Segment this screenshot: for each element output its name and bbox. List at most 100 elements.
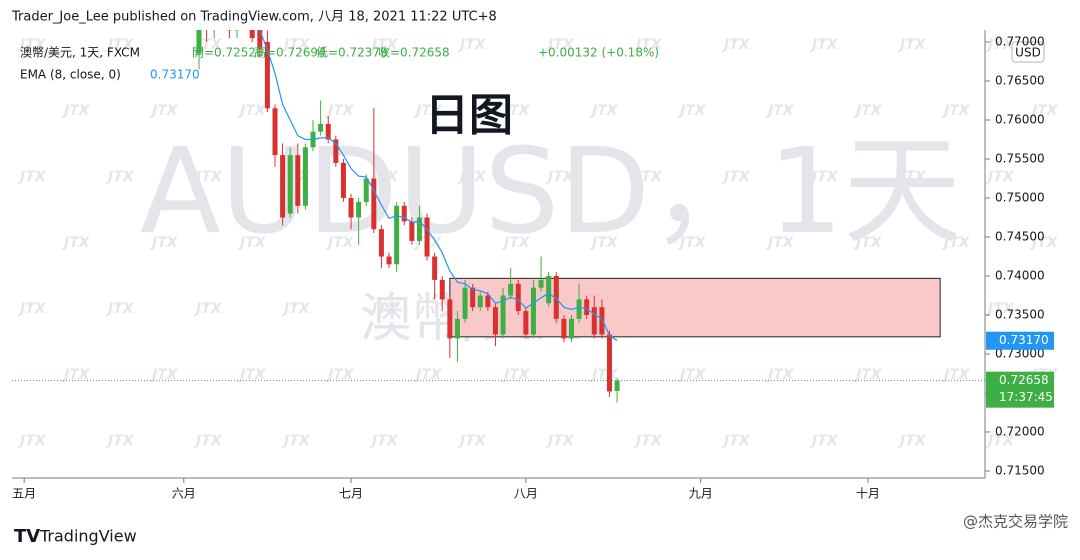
candle-body — [363, 178, 369, 202]
logo-watermark: JTX — [941, 235, 971, 251]
logo-watermark: JTX — [677, 367, 707, 383]
logo-watermark: JTX — [149, 235, 179, 251]
logo-watermark: JTX — [809, 433, 839, 449]
x-tick-label: 六月 — [172, 487, 196, 501]
candle-body — [500, 295, 506, 335]
credit: @杰克交易学院 — [963, 513, 1068, 531]
candle-body — [492, 307, 498, 335]
candle-body — [515, 283, 521, 312]
candle-body — [287, 155, 293, 214]
candle-body — [568, 318, 574, 339]
logo-watermark: JTX — [1029, 103, 1059, 119]
candle-body — [378, 229, 384, 257]
logo-watermark: JTX — [721, 37, 751, 53]
logo-watermark: JTX — [985, 37, 1015, 53]
x-tick-label: 八月 — [514, 487, 538, 501]
candle-body — [302, 147, 308, 206]
candle-body — [371, 178, 377, 230]
logo-watermark: JTX — [369, 433, 399, 449]
logo-watermark: JTX — [237, 103, 267, 119]
logo-watermark: JTX — [633, 37, 663, 53]
candle-body — [295, 155, 301, 206]
candle-body — [340, 162, 346, 198]
logo-watermark: JTX — [677, 235, 707, 251]
candle-body — [530, 287, 536, 335]
logo-watermark: JTX — [501, 235, 531, 251]
logo-watermark: JTX — [105, 37, 135, 53]
logo-watermark: JTX — [105, 301, 135, 317]
logo-watermark: JTX — [369, 169, 399, 185]
candle-body — [508, 283, 514, 296]
candle-body — [409, 221, 415, 241]
candle-body — [386, 256, 392, 265]
candle-body — [264, 42, 270, 109]
candle-body — [462, 287, 468, 319]
logo-watermark: JTX — [809, 169, 839, 185]
x-tick-label: 七月 — [339, 487, 363, 501]
y-tick-label: 0.72000 — [995, 424, 1045, 438]
logo-watermark: JTX — [17, 301, 47, 317]
logo-watermark: JTX — [149, 367, 179, 383]
close-tag-label: 0.72658 — [999, 373, 1049, 387]
currency: USD — [1015, 46, 1041, 60]
candle-body — [424, 217, 430, 257]
legend-ema-value: 0.73170 — [150, 68, 200, 82]
logo-watermark: JTX — [985, 433, 1015, 449]
y-tick-label: 0.74500 — [995, 229, 1045, 243]
logo-watermark: JTX — [61, 367, 91, 383]
candle-body — [523, 311, 529, 335]
legend-ohlc: 低=0.72379 — [316, 46, 388, 60]
candle-body — [226, 30, 232, 31]
candle-body — [257, 30, 263, 50]
logo-watermark: JTX — [633, 433, 663, 449]
x-tick-label: 十月 — [856, 487, 880, 501]
logo-watermark: JTX — [985, 169, 1015, 185]
logo-watermark: JTX — [17, 169, 47, 185]
legend-ohlc: 收=0.72658 — [378, 46, 450, 60]
y-tick-label: 0.76500 — [995, 74, 1045, 88]
candle-body — [470, 287, 476, 308]
legend-symbol: 澳幣/美元, 1天, FXCM — [20, 46, 140, 60]
logo-watermark: JTX — [897, 169, 927, 185]
candle-body — [416, 217, 422, 241]
logo-watermark: JTX — [633, 169, 663, 185]
logo-watermark: JTX — [193, 169, 223, 185]
logo-watermark: JTX — [105, 169, 135, 185]
logo-watermark: JTX — [941, 367, 971, 383]
ema-line — [258, 30, 618, 342]
y-tick-label: 0.71500 — [995, 463, 1045, 477]
close-tag — [986, 371, 1054, 408]
logo-watermark: JTX — [193, 301, 223, 317]
candle-body — [561, 318, 567, 339]
logo-watermark: JTX — [325, 367, 355, 383]
candle-body — [348, 198, 354, 218]
candle-body — [538, 279, 544, 288]
candle-body — [591, 307, 597, 335]
logo-watermark: JTX — [501, 367, 531, 383]
logo-watermark: JTX — [941, 103, 971, 119]
candle-body — [606, 334, 612, 392]
footer-brand: TradingView — [39, 527, 137, 546]
candle-body — [356, 201, 362, 218]
x-tick-label: 九月 — [689, 487, 713, 501]
logo-watermark: JTX — [853, 235, 883, 251]
candle-body — [614, 380, 620, 391]
legend-ema: EMA (8, close, 0) — [20, 68, 121, 82]
candle-body — [333, 139, 339, 163]
logo-watermark: JTX — [721, 433, 751, 449]
symbol-watermark: AUDUSD，1天 — [140, 122, 961, 260]
logo-watermark: JTX — [237, 367, 267, 383]
logo-watermark: JTX — [61, 103, 91, 119]
logo-watermark: JTX — [897, 433, 927, 449]
candle-body — [439, 279, 445, 300]
y-tick-label: 0.74000 — [995, 268, 1045, 282]
logo-watermark: JTX — [589, 103, 619, 119]
logo-watermark: JTX — [765, 367, 795, 383]
logo-watermark: JTX — [809, 37, 839, 53]
candle-body — [318, 123, 324, 132]
candle-body — [485, 295, 491, 308]
logo-watermark: JTX — [369, 301, 399, 317]
logo-watermark: JTX — [457, 433, 487, 449]
logo-watermark: JTX — [765, 103, 795, 119]
logo-watermark: JTX — [237, 235, 267, 251]
